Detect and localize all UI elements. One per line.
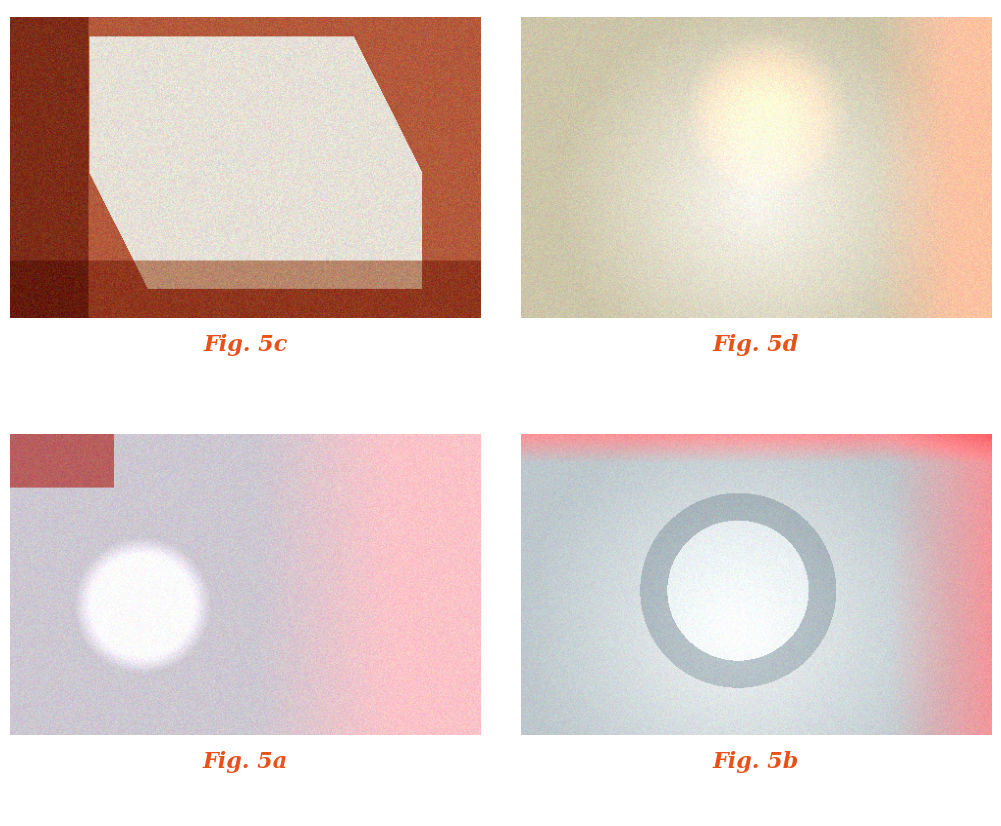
Text: Fig. 5a: Fig. 5a <box>202 752 288 773</box>
Text: Fig. 5d: Fig. 5d <box>713 335 799 356</box>
Text: Fig. 5c: Fig. 5c <box>203 335 287 356</box>
Text: Fig. 5b: Fig. 5b <box>713 752 799 773</box>
